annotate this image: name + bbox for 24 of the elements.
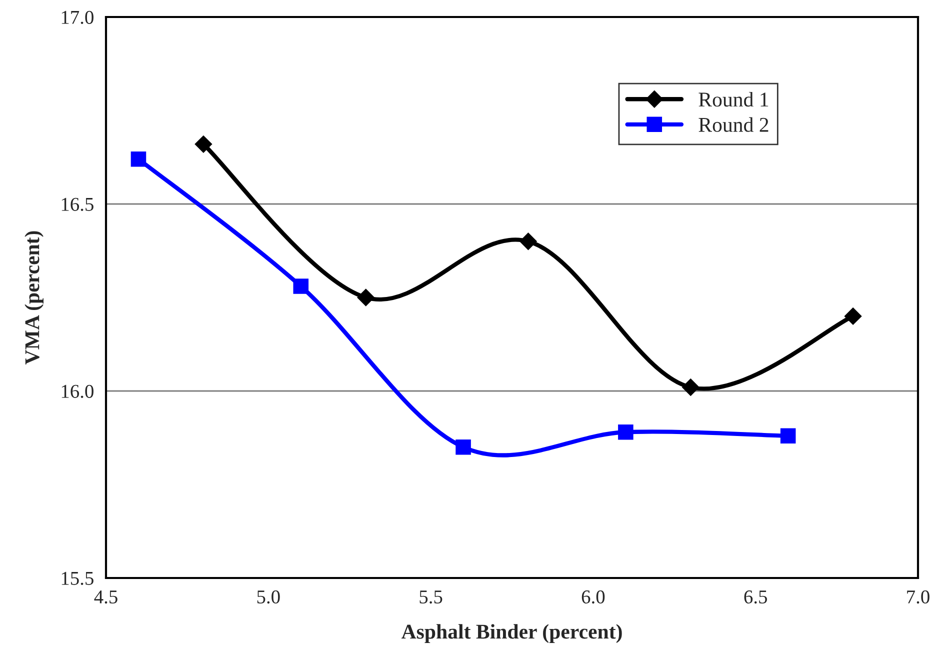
y-tick-label: 16.5 bbox=[62, 198, 94, 212]
y-tick-label: 15.5 bbox=[62, 572, 94, 586]
x-tick-label: 5.0 bbox=[257, 590, 280, 604]
x-tick-label: 5.5 bbox=[420, 590, 442, 604]
point bbox=[456, 439, 471, 455]
point bbox=[844, 308, 862, 325]
point bbox=[130, 151, 146, 167]
y-tick-label: 16.0 bbox=[62, 384, 94, 398]
point bbox=[194, 136, 212, 153]
point bbox=[682, 378, 700, 396]
y-tick-label: 17.0 bbox=[62, 10, 94, 24]
x-tick-label: 4.5 bbox=[94, 590, 118, 604]
x-axis-title: Asphalt Binder (percent) bbox=[401, 624, 622, 643]
legend-label: Round 2 bbox=[698, 117, 768, 132]
y-axis-title: VMA (percent) bbox=[24, 231, 44, 364]
point bbox=[520, 232, 537, 250]
x-tick-label: 6.0 bbox=[582, 590, 605, 604]
x-tick-label: 6.5 bbox=[744, 590, 767, 604]
point bbox=[293, 278, 309, 294]
point bbox=[780, 428, 796, 444]
legend-label: Round 1 bbox=[698, 92, 768, 107]
x-tick-label: 7.0 bbox=[907, 590, 930, 604]
point bbox=[618, 424, 634, 440]
point bbox=[357, 288, 374, 306]
